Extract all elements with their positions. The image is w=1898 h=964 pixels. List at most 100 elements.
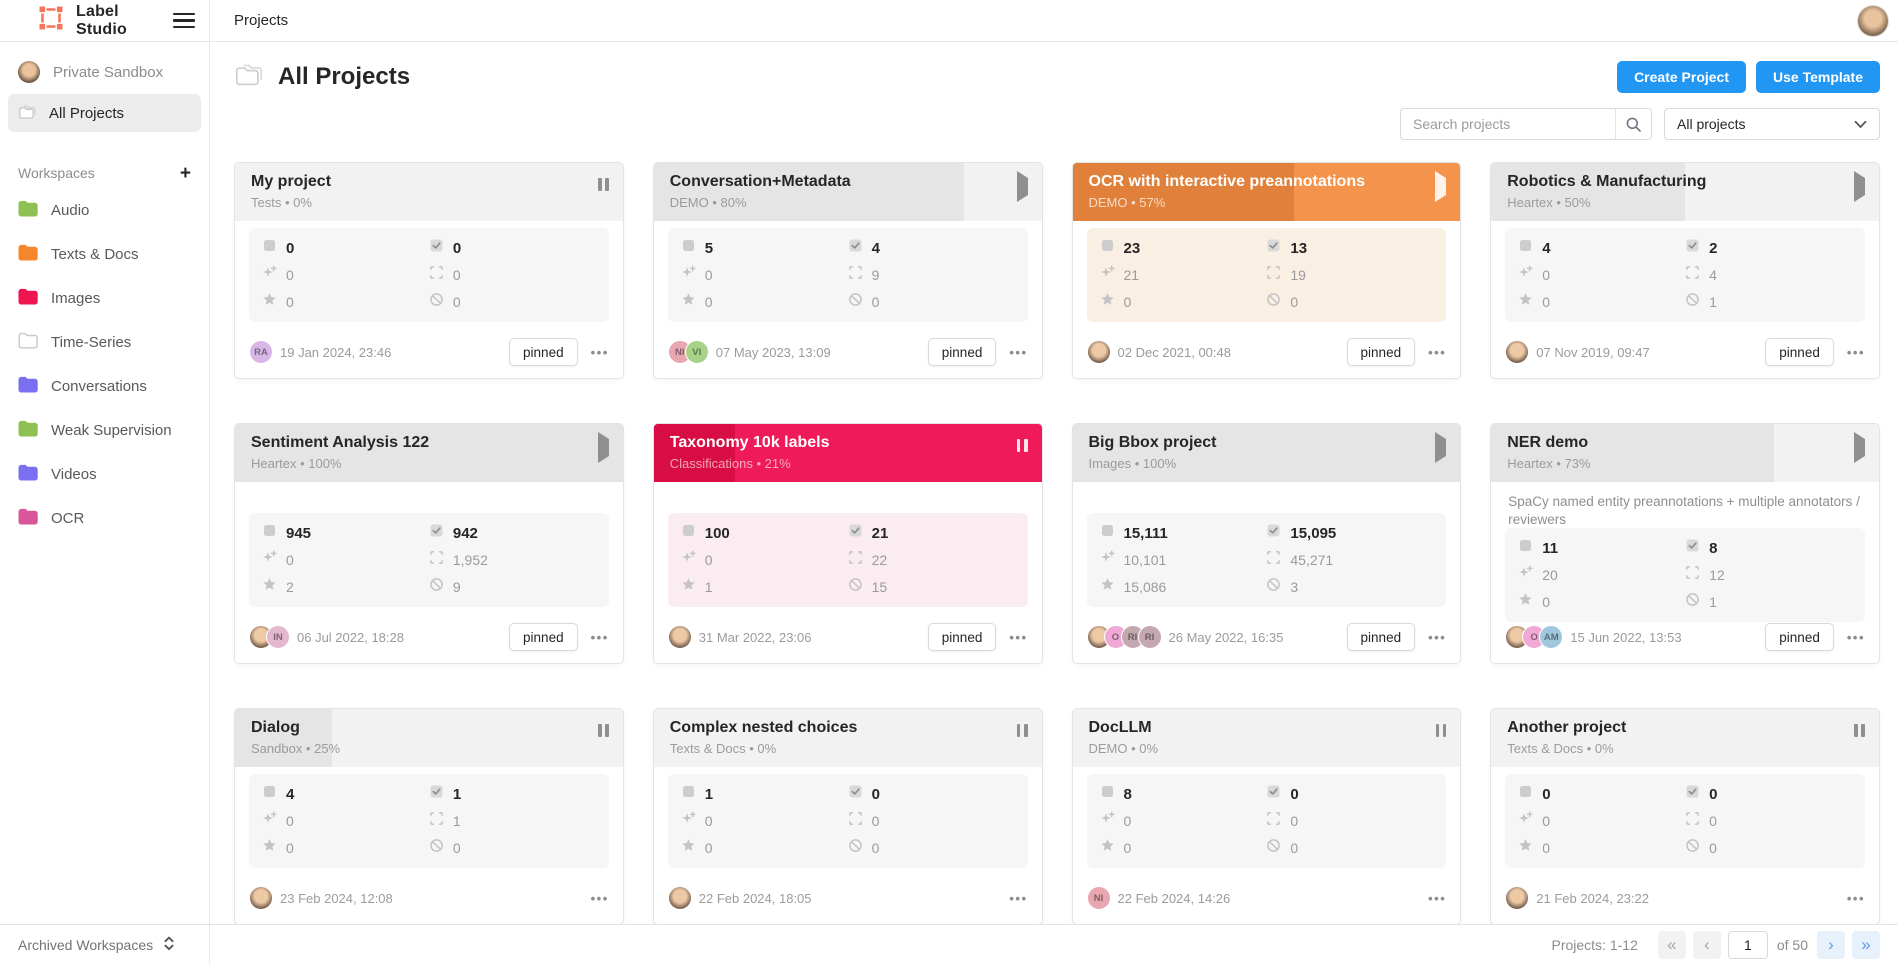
stat-predictions: 0	[262, 811, 429, 831]
stat-skipped-value: 1	[1709, 594, 1717, 611]
star-icon	[681, 838, 696, 858]
slash-circle-icon	[848, 838, 863, 858]
project-title: Big Bbox project	[1088, 434, 1217, 451]
play-icon[interactable]	[1435, 171, 1447, 221]
pinned-button[interactable]: pinned	[509, 623, 578, 651]
project-card-ocr-with-interactive-preannotations[interactable]: OCR with interactive preannotations DEMO …	[1071, 162, 1462, 379]
card-menu-button[interactable]: •••	[1428, 629, 1447, 645]
project-card-taxonomy-10k-labels[interactable]: Taxonomy 10k labels Classifications • 21%…	[652, 423, 1043, 664]
sidebar-item-videos[interactable]: Videos	[0, 452, 209, 496]
pagination-first-button[interactable]: «	[1657, 930, 1686, 959]
pinned-button[interactable]: pinned	[927, 623, 997, 651]
project-stats: 5 4 0 9 0 0	[667, 228, 1028, 322]
pause-icon[interactable]	[1016, 724, 1028, 767]
workspaces-header: Workspaces +	[0, 158, 209, 188]
pause-icon[interactable]	[1854, 724, 1865, 767]
stat-completed: 4	[848, 238, 1015, 258]
project-card-complex-nested-choices[interactable]: Complex nested choices Texts & Docs • 0% 1…	[652, 708, 1043, 924]
project-card-my-project[interactable]: My project Tests • 0% 0 0 0 0 0 0 RA 19 Jan 2024,…	[234, 162, 624, 379]
project-card-conversation-metadata[interactable]: Conversation+Metadata DEMO • 80% 5 4 0 9 0 0 NI V…	[652, 162, 1043, 379]
pause-icon[interactable]	[1016, 439, 1028, 482]
stat-predictions-value: 0	[286, 552, 294, 568]
project-card-another-project[interactable]: Another project Texts & Docs • 0% 0 0 0 0 0 0 21…	[1490, 708, 1880, 924]
project-card-docllm[interactable]: DocLLM DEMO • 0% 8 0 0 0 0 0 NI 22 Feb 2024, 14:2…	[1071, 708, 1462, 924]
card-menu-button[interactable]: •••	[590, 629, 609, 645]
hamburger-menu-icon[interactable]	[173, 12, 195, 29]
project-stats: 100 21 0 22 1 15	[667, 513, 1028, 607]
create-project-button[interactable]: Create Project	[1617, 61, 1746, 93]
card-menu-button[interactable]: •••	[1009, 344, 1028, 360]
project-card-sentiment-analysis-122[interactable]: Sentiment Analysis 122 Heartex • 100% 945 9…	[234, 423, 624, 664]
pagination-page-input[interactable]: 1	[1727, 930, 1768, 959]
pinned-button[interactable]: pinned	[1765, 623, 1834, 651]
sidebar-item-weak-supervision[interactable]: Weak Supervision	[0, 408, 209, 452]
stat-starred: 15,086	[1100, 577, 1267, 597]
card-menu-button[interactable]: •••	[1846, 629, 1865, 645]
pinned-button[interactable]: pinned	[1346, 338, 1416, 366]
card-menu-button[interactable]: •••	[1846, 890, 1865, 906]
add-workspace-button[interactable]: +	[179, 162, 191, 184]
sidebar-item-audio[interactable]: Audio	[0, 188, 209, 232]
sidebar-item-conversations[interactable]: Conversations	[0, 364, 209, 408]
pause-icon[interactable]	[598, 724, 609, 767]
play-icon[interactable]	[597, 432, 609, 482]
stat-skipped: 1	[1685, 592, 1852, 612]
project-card-ner-demo[interactable]: NER demo Heartex • 73% SpaCy named entity …	[1490, 423, 1880, 664]
project-card-body: 15,111 15,095 10,101 45,271 15,086 3	[1073, 482, 1461, 617]
play-icon[interactable]	[1854, 432, 1865, 482]
card-menu-button[interactable]: •••	[1428, 344, 1447, 360]
bbox-frame-icon	[1266, 550, 1281, 570]
card-menu-button[interactable]: •••	[1009, 890, 1028, 906]
sidebar-item-private-sandbox[interactable]: Private Sandbox	[0, 52, 209, 92]
sidebar-item-all-projects[interactable]: All Projects	[8, 94, 201, 132]
card-menu-button[interactable]: •••	[1846, 344, 1865, 360]
sidebar-item-texts-docs[interactable]: Texts & Docs	[0, 232, 209, 276]
project-card-dialog[interactable]: Dialog Sandbox • 25% 4 1 0 1 0 0 23 Feb 2024, 12…	[234, 708, 624, 924]
pagination-last-button[interactable]: »	[1852, 930, 1880, 959]
user-avatar[interactable]	[1858, 5, 1888, 36]
sidebar-item-ocr[interactable]: OCR	[0, 496, 209, 540]
play-icon[interactable]	[1016, 171, 1028, 221]
square-icon	[681, 238, 696, 258]
stat-completed: 1	[429, 784, 596, 804]
card-menu-button[interactable]: •••	[1428, 890, 1447, 906]
stat-completed: 942	[429, 523, 596, 543]
card-menu-button[interactable]: •••	[1009, 629, 1028, 645]
pinned-button[interactable]: pinned	[1346, 623, 1416, 651]
folder-icon	[18, 288, 38, 309]
sidebar-item-images[interactable]: Images	[0, 276, 209, 320]
pinned-button[interactable]: pinned	[927, 338, 997, 366]
pause-icon[interactable]	[1435, 724, 1447, 767]
stat-tasks: 23	[1100, 238, 1267, 258]
pinned-button[interactable]: pinned	[1765, 338, 1834, 366]
pinned-button[interactable]: pinned	[509, 338, 578, 366]
workspace-label: OCR	[51, 509, 85, 527]
pause-icon[interactable]	[598, 178, 609, 221]
play-icon[interactable]	[1435, 432, 1447, 482]
pagination-prev-button[interactable]: ‹	[1692, 930, 1721, 959]
card-menu-button[interactable]: •••	[590, 344, 609, 360]
search-input[interactable]	[1401, 109, 1615, 139]
use-template-button[interactable]: Use Template	[1756, 61, 1880, 93]
avatar	[1086, 340, 1111, 364]
project-card-big-bbox-project[interactable]: Big Bbox project Images • 100% 15,111 15,09…	[1071, 423, 1462, 664]
project-card-header: NER demo Heartex • 73%	[1491, 424, 1879, 482]
pagination-next-button[interactable]: ›	[1817, 930, 1845, 959]
progress-fill	[235, 424, 623, 482]
project-title: Sentiment Analysis 122	[251, 434, 430, 451]
search-icon[interactable]	[1615, 109, 1651, 139]
stat-skipped-value: 0	[452, 294, 461, 310]
project-card-robotics-manufacturing[interactable]: Robotics & Manufacturing Heartex • 50% 4 2 0…	[1490, 162, 1880, 379]
card-menu-button[interactable]: •••	[590, 890, 609, 906]
play-icon[interactable]	[1854, 171, 1865, 221]
sidebar-item-time-series[interactable]: Time-Series	[0, 320, 209, 364]
bbox-frame-icon	[848, 811, 863, 831]
archived-workspaces-toggle[interactable]: Archived Workspaces	[0, 925, 210, 964]
stat-tasks-value: 4	[1542, 239, 1551, 257]
stat-predictions: 10,101	[1100, 550, 1267, 570]
projects-filter-select[interactable]: All projects	[1664, 108, 1880, 140]
stat-tasks: 11	[1518, 538, 1685, 558]
stat-tasks: 4	[1518, 238, 1685, 258]
project-stats: 945 942 0 1,952 2 9	[249, 513, 609, 607]
stat-tasks-value: 1	[704, 785, 714, 803]
